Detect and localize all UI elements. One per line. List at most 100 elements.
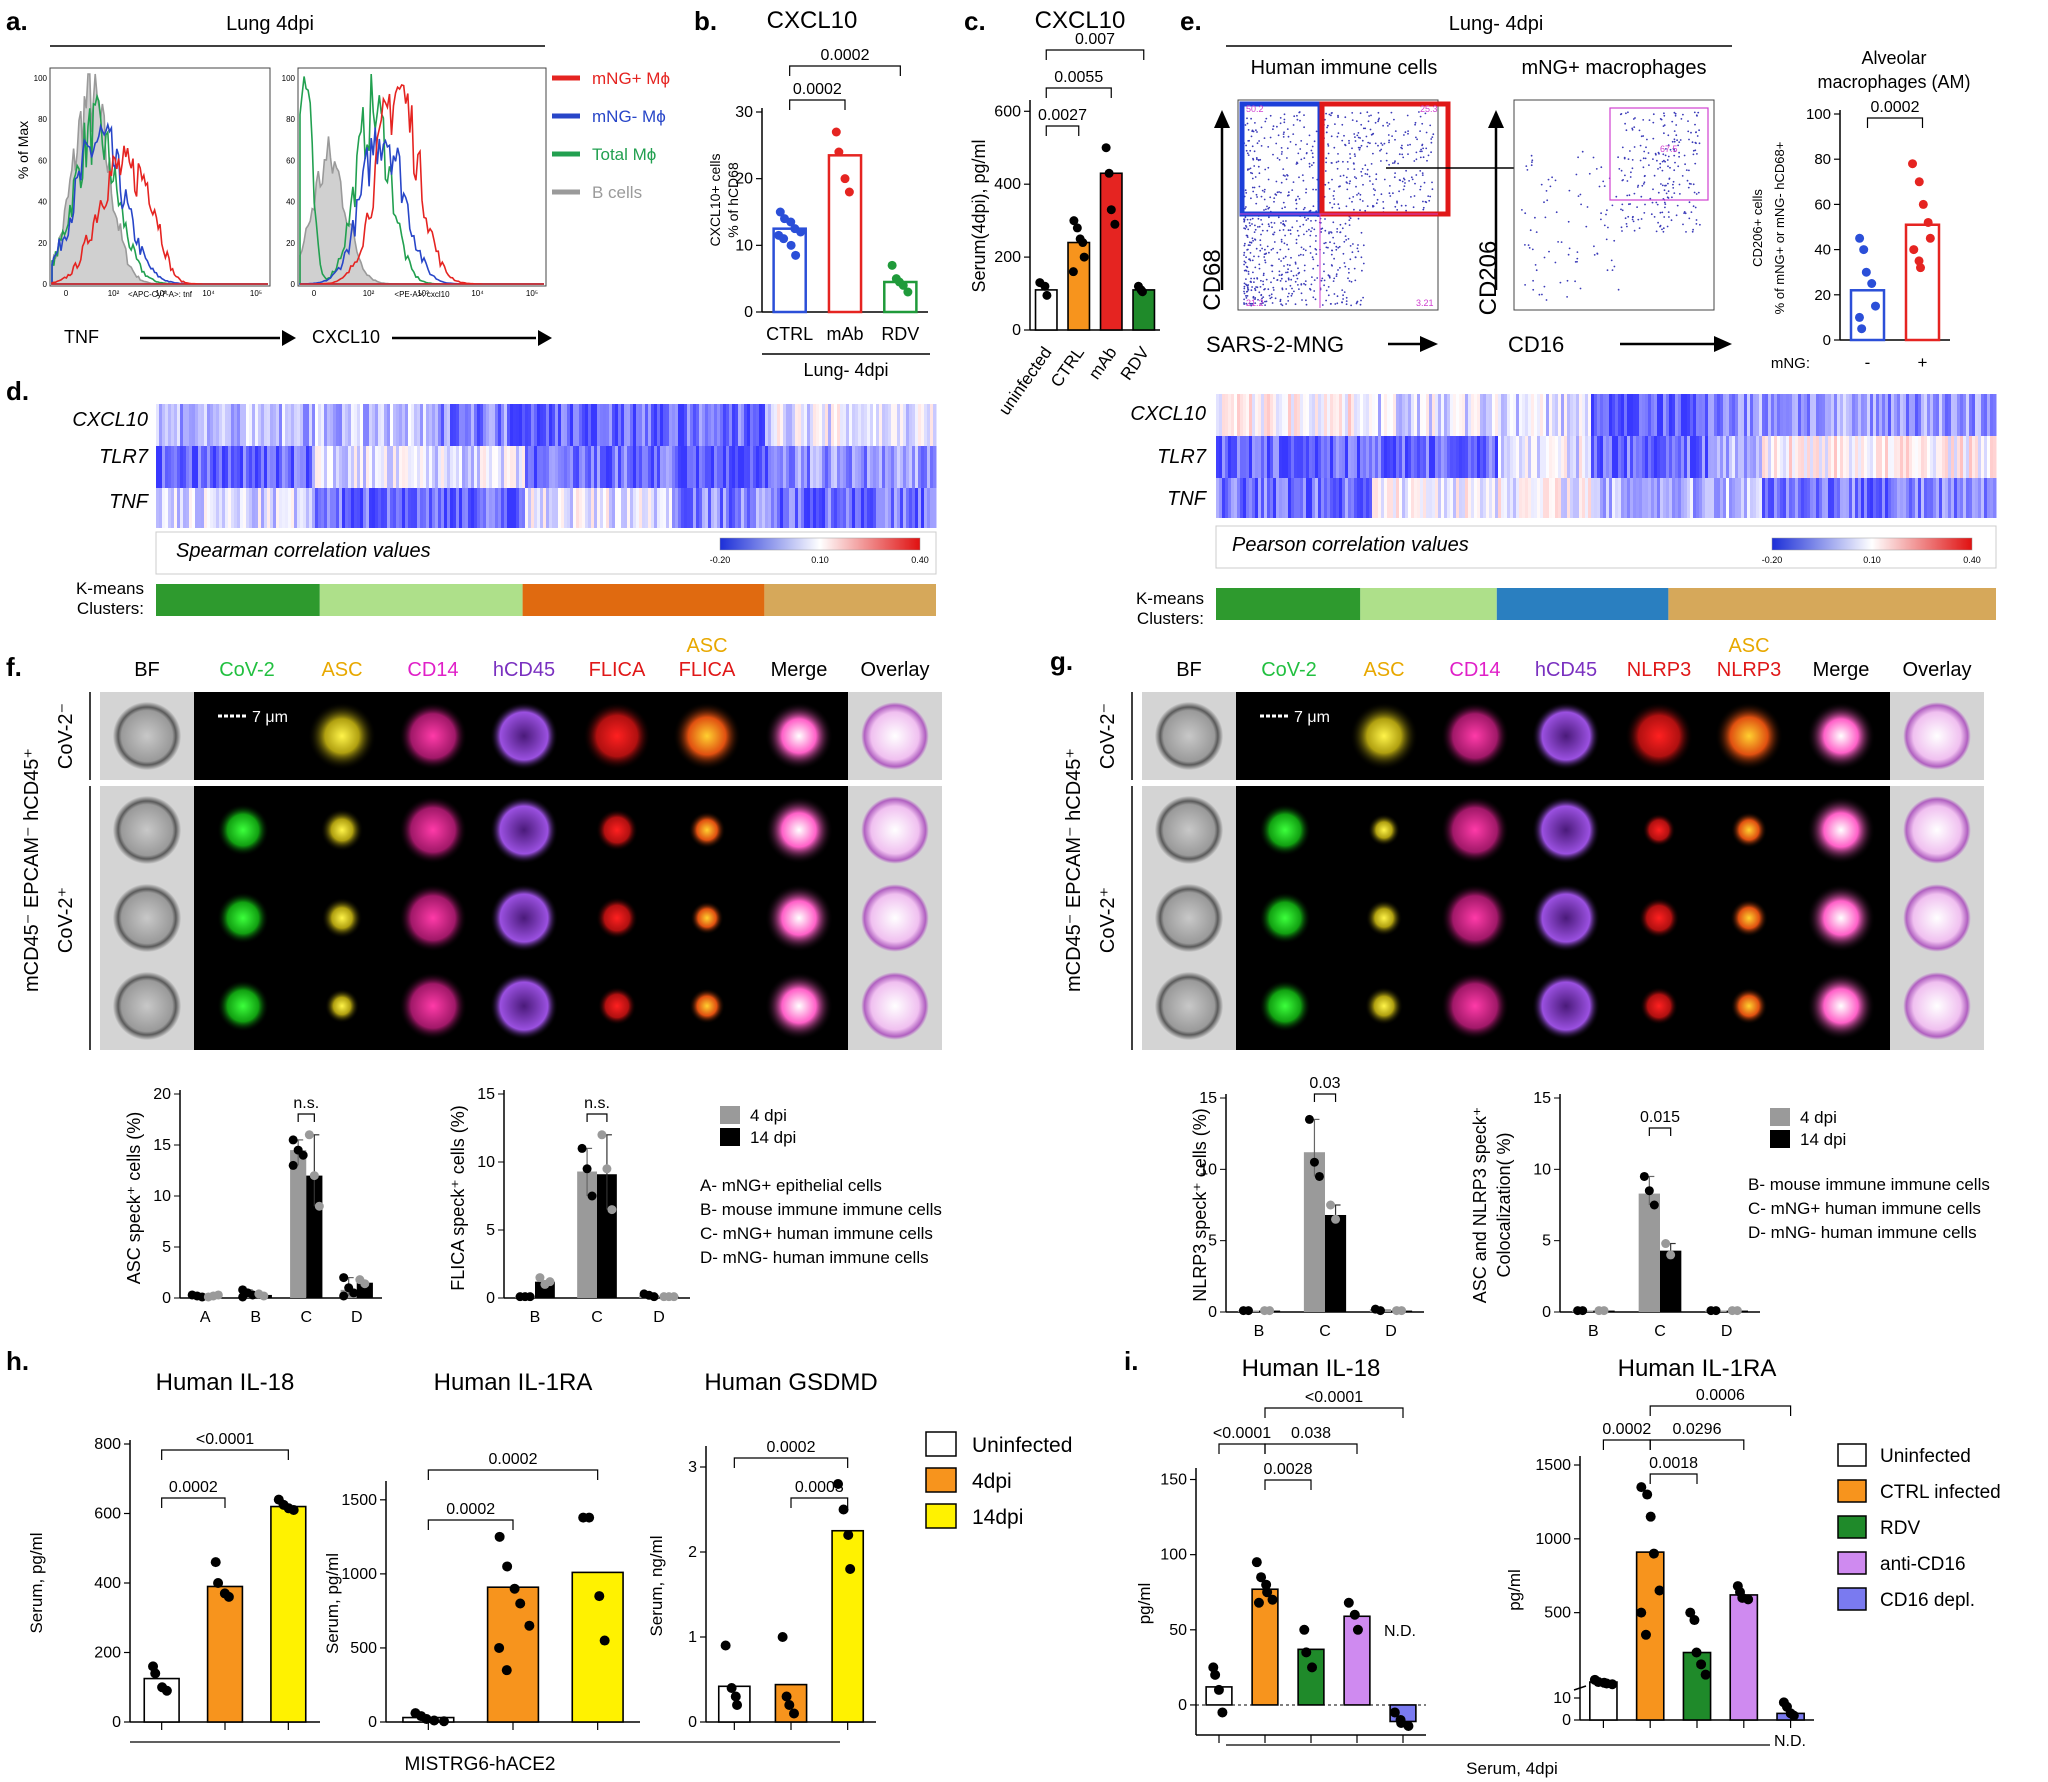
- event-dot: [1431, 181, 1433, 184]
- heatmap-cell: [1963, 394, 1967, 436]
- event-dot: [1646, 138, 1648, 141]
- heatmap-cell: [729, 488, 733, 528]
- heatmap-cell: [180, 404, 184, 446]
- heatmap-cell: [420, 404, 424, 446]
- legend-swatch: [1837, 1587, 1867, 1611]
- column-label: ASC: [1363, 659, 1404, 681]
- heatmap-cell: [1924, 436, 1928, 478]
- event-dot: [1644, 203, 1646, 206]
- heatmap-cell: [1954, 394, 1958, 436]
- heatmap-cell: [156, 488, 160, 528]
- heatmap-cell: [372, 488, 376, 528]
- event-dot: [1337, 114, 1339, 117]
- column-label: BF: [1176, 659, 1202, 681]
- heatmap-cell: [1447, 394, 1451, 436]
- heatmap-cell: [1684, 478, 1688, 518]
- heatmap-cell: [369, 488, 373, 528]
- heatmap-cell: [693, 446, 697, 488]
- heatmap-cell: [675, 488, 679, 528]
- y-tick-label: 100: [34, 74, 48, 83]
- event-dot: [1302, 223, 1305, 226]
- heatmap-cell: [1852, 394, 1856, 436]
- heatmap-cell: [1687, 478, 1691, 518]
- heatmap-cell: [1870, 394, 1874, 436]
- heatmap-cell: [906, 488, 910, 528]
- event-dot: [1393, 161, 1396, 164]
- heatmap-cell: [558, 488, 562, 528]
- bar: [1638, 1193, 1660, 1312]
- event-dot: [1410, 196, 1412, 198]
- y-tick-label: 5: [1208, 1233, 1217, 1250]
- p-value: 0.0003: [795, 1479, 844, 1496]
- heatmap-cell: [507, 488, 511, 528]
- event-dot: [1396, 200, 1398, 203]
- y-tick-label: 0: [162, 1290, 171, 1307]
- event-dot: [1375, 173, 1378, 176]
- x-tick-label: 10³: [417, 289, 429, 298]
- event-dot: [1663, 201, 1666, 204]
- heatmap-cell: [1297, 394, 1301, 436]
- heatmap-cell: [1654, 436, 1658, 478]
- heatmap-cell: [453, 446, 457, 488]
- event-dot: [1567, 220, 1570, 223]
- heatmap-cell: [1243, 394, 1247, 436]
- column-label: FLICA: [589, 659, 646, 681]
- event-dot: [1596, 253, 1599, 255]
- heatmap-cell: [279, 488, 283, 528]
- heatmap-cell: [282, 488, 286, 528]
- heatmap-cell: [264, 446, 268, 488]
- event-dot: [1698, 129, 1700, 132]
- heatmap-cell: [1417, 478, 1421, 518]
- significance-bracket: [1648, 1127, 1672, 1136]
- event-dot: [1269, 114, 1272, 117]
- event-dot: [1661, 160, 1664, 163]
- panel-e-letter: e.: [1180, 6, 1202, 36]
- event-dot: [1244, 207, 1246, 210]
- event-dot: [1256, 142, 1259, 145]
- event-dot: [1682, 223, 1684, 226]
- column-label: NLRP3: [1627, 659, 1691, 681]
- heatmap-cell: [729, 404, 733, 446]
- event-dot: [1286, 243, 1288, 246]
- chart-title: Human GSDMD: [704, 1369, 877, 1396]
- heatmap-cell: [1285, 394, 1289, 436]
- event-dot: [1256, 277, 1259, 280]
- heatmap-cell: [321, 488, 325, 528]
- heatmap-cell: [1468, 478, 1472, 518]
- heatmap-cell: [1807, 478, 1811, 518]
- y-tick-label: 20: [38, 239, 47, 248]
- data-point: [669, 1292, 679, 1302]
- heatmap-cell: [363, 404, 367, 446]
- panel-g-letter: g.: [1050, 646, 1073, 676]
- event-dot: [1336, 228, 1339, 230]
- event-dot: [1271, 264, 1274, 267]
- heatmap-cell: [1729, 478, 1733, 518]
- heatmap-cell: [840, 404, 844, 446]
- heatmap-cell: [1957, 394, 1961, 436]
- heatmap-cell: [1666, 478, 1670, 518]
- heatmap-cell: [600, 446, 604, 488]
- event-dot: [1324, 170, 1327, 172]
- event-dot: [1321, 277, 1324, 280]
- heatmap-cell: [1684, 436, 1688, 478]
- event-dot: [1262, 272, 1265, 275]
- event-dot: [1378, 117, 1380, 120]
- event-dot: [1250, 277, 1252, 280]
- heatmap-cell: [348, 488, 352, 528]
- event-dot: [1343, 291, 1346, 293]
- heatmap-cell: [1705, 394, 1709, 436]
- heatmap-cell: [645, 404, 649, 446]
- y-tick-label: 1000: [341, 1566, 377, 1583]
- heatmap-cell: [1225, 436, 1229, 478]
- heatmap-cell: [177, 404, 181, 446]
- heatmap-cell: [1345, 478, 1349, 518]
- heatmap-cell: [864, 404, 868, 446]
- event-dot: [1325, 161, 1327, 164]
- heatmap-cell: [1768, 478, 1772, 518]
- event-dot: [1244, 189, 1247, 192]
- heatmap-cell: [465, 446, 469, 488]
- event-dot: [1260, 279, 1262, 282]
- heatmap-cell: [1906, 436, 1910, 478]
- event-dot: [1316, 264, 1319, 267]
- data-point: [1304, 1114, 1314, 1124]
